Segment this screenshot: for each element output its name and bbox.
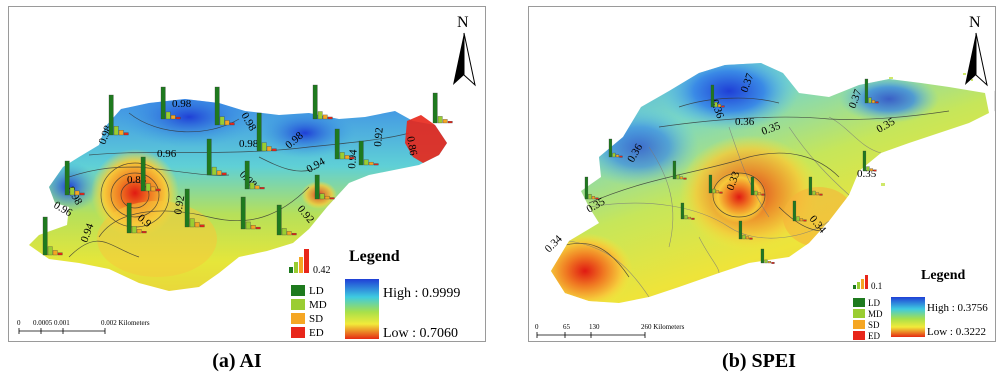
station-bar-chart (244, 160, 265, 190)
station-bar-chart (276, 204, 297, 236)
gradient-bar-ai (345, 279, 379, 339)
station-bar-chart (808, 176, 823, 196)
map-canvas-ai: 0.98 0.98 0.98 0.98 0.96 0.98 0.98 0.92 … (17, 14, 476, 341)
legend-high: High : 0.9999 (383, 286, 460, 301)
legend-ld: LD (868, 298, 880, 308)
contour-label: 0.98 (239, 138, 259, 150)
legend-ld: LD (309, 285, 324, 297)
legend-low: Low : 0.7060 (383, 326, 458, 341)
legend-title: Legend (349, 248, 400, 265)
station-bar-chart (608, 138, 623, 158)
station-bar-chart (680, 202, 695, 220)
map-frame-spei: 0.37 0.36 0.36 0.35 0.37 0.35 0.36 0.33 … (528, 6, 996, 342)
legend-sd: SD (309, 313, 323, 325)
svg-text:130: 130 (589, 323, 600, 331)
north-arrow-icon: N (453, 14, 476, 87)
station-bar-chart (240, 196, 261, 230)
svg-text:0.002 Kilometers: 0.002 Kilometers (101, 319, 150, 327)
svg-text:0: 0 (535, 323, 539, 331)
station-bar-chart (750, 176, 765, 196)
legend-ed: ED (868, 331, 880, 341)
mini-charts-spei (584, 78, 995, 264)
province-shape-spei (551, 63, 989, 303)
station-bar-chart (214, 86, 235, 126)
bar-chart-icon: 0.42 (289, 249, 331, 276)
station-bar-chart (184, 188, 205, 228)
svg-text:260 Kilometers: 260 Kilometers (641, 323, 685, 331)
scale-bar-spei: 0 65 130 260 Kilometers (535, 323, 685, 338)
legend-high: High : 0.3756 (927, 302, 988, 314)
caption-ai: (a) AI (212, 350, 262, 372)
station-bar-chart (432, 92, 453, 124)
bar-chart-icon: 0.1 (853, 275, 882, 291)
svg-text:0: 0 (17, 319, 21, 327)
caption-spei: (b) SPEI (722, 350, 796, 372)
category-legend-spei: LD MD SD ED (853, 298, 883, 341)
station-bar-chart (314, 174, 335, 200)
station-bar-chart (738, 220, 753, 240)
station-bar-chart (862, 150, 877, 172)
station-bar-chart (64, 160, 85, 196)
contour-label: 0.92 (372, 127, 386, 147)
panel-ai: 0.98 0.98 0.98 0.98 0.96 0.98 0.98 0.92 … (0, 0, 494, 382)
station-bar-chart (108, 94, 129, 136)
svg-text:N: N (969, 14, 981, 31)
station-bar-chart (334, 128, 355, 160)
north-arrow-icon: N (965, 14, 988, 87)
contour-label: 0.98 (172, 98, 192, 110)
station-bar-chart (312, 84, 333, 120)
contour-label: 0.36 (735, 116, 755, 128)
station-bar-chart (126, 202, 147, 234)
gradient-bar-spei (891, 297, 925, 337)
station-bar-chart (256, 112, 277, 152)
panel-spei: 0.37 0.36 0.36 0.35 0.37 0.35 0.36 0.33 … (502, 0, 996, 382)
legend-md: MD (309, 299, 327, 311)
scale-bar-ai: 0 0.0005 0.001 0.002 Kilometers (17, 319, 150, 334)
station-bar-chart (140, 156, 161, 192)
station-bar-chart (584, 176, 599, 200)
svg-text:0.0005 0.001: 0.0005 0.001 (33, 319, 70, 327)
svg-text:65: 65 (563, 323, 571, 331)
station-bar-chart (792, 200, 807, 222)
mini-charts-ai (42, 84, 453, 256)
station-bar-chart (672, 160, 687, 180)
svg-text:N: N (457, 14, 469, 31)
category-legend-ai: LD MD SD ED (291, 285, 327, 339)
contour-label: 0.96 (157, 148, 177, 160)
legend-low: Low : 0.3222 (927, 326, 986, 338)
contour-label: 0.86 (404, 135, 419, 157)
legend-sd: SD (868, 320, 880, 330)
station-bar-chart (358, 140, 379, 166)
station-bar-chart (710, 84, 725, 108)
chart-scale-value: 0.42 (313, 265, 331, 276)
contour-label: 0.92 (172, 194, 187, 215)
legend-title: Legend (921, 268, 966, 283)
station-bar-chart (760, 248, 775, 264)
map-canvas-spei: 0.37 0.36 0.36 0.35 0.37 0.35 0.36 0.33 … (535, 14, 995, 341)
station-bar-chart (864, 78, 879, 104)
legend-md: MD (868, 309, 883, 319)
station-bar-chart (42, 216, 63, 256)
station-bar-chart (206, 138, 227, 176)
legend-ed: ED (309, 327, 324, 339)
contour-label: 0.34 (543, 233, 565, 255)
station-bar-chart (708, 174, 723, 194)
chart-scale-value: 0.1 (871, 281, 882, 291)
station-bar-chart (160, 86, 181, 120)
map-frame-ai: 0.98 0.98 0.98 0.98 0.96 0.98 0.98 0.92 … (8, 6, 486, 342)
